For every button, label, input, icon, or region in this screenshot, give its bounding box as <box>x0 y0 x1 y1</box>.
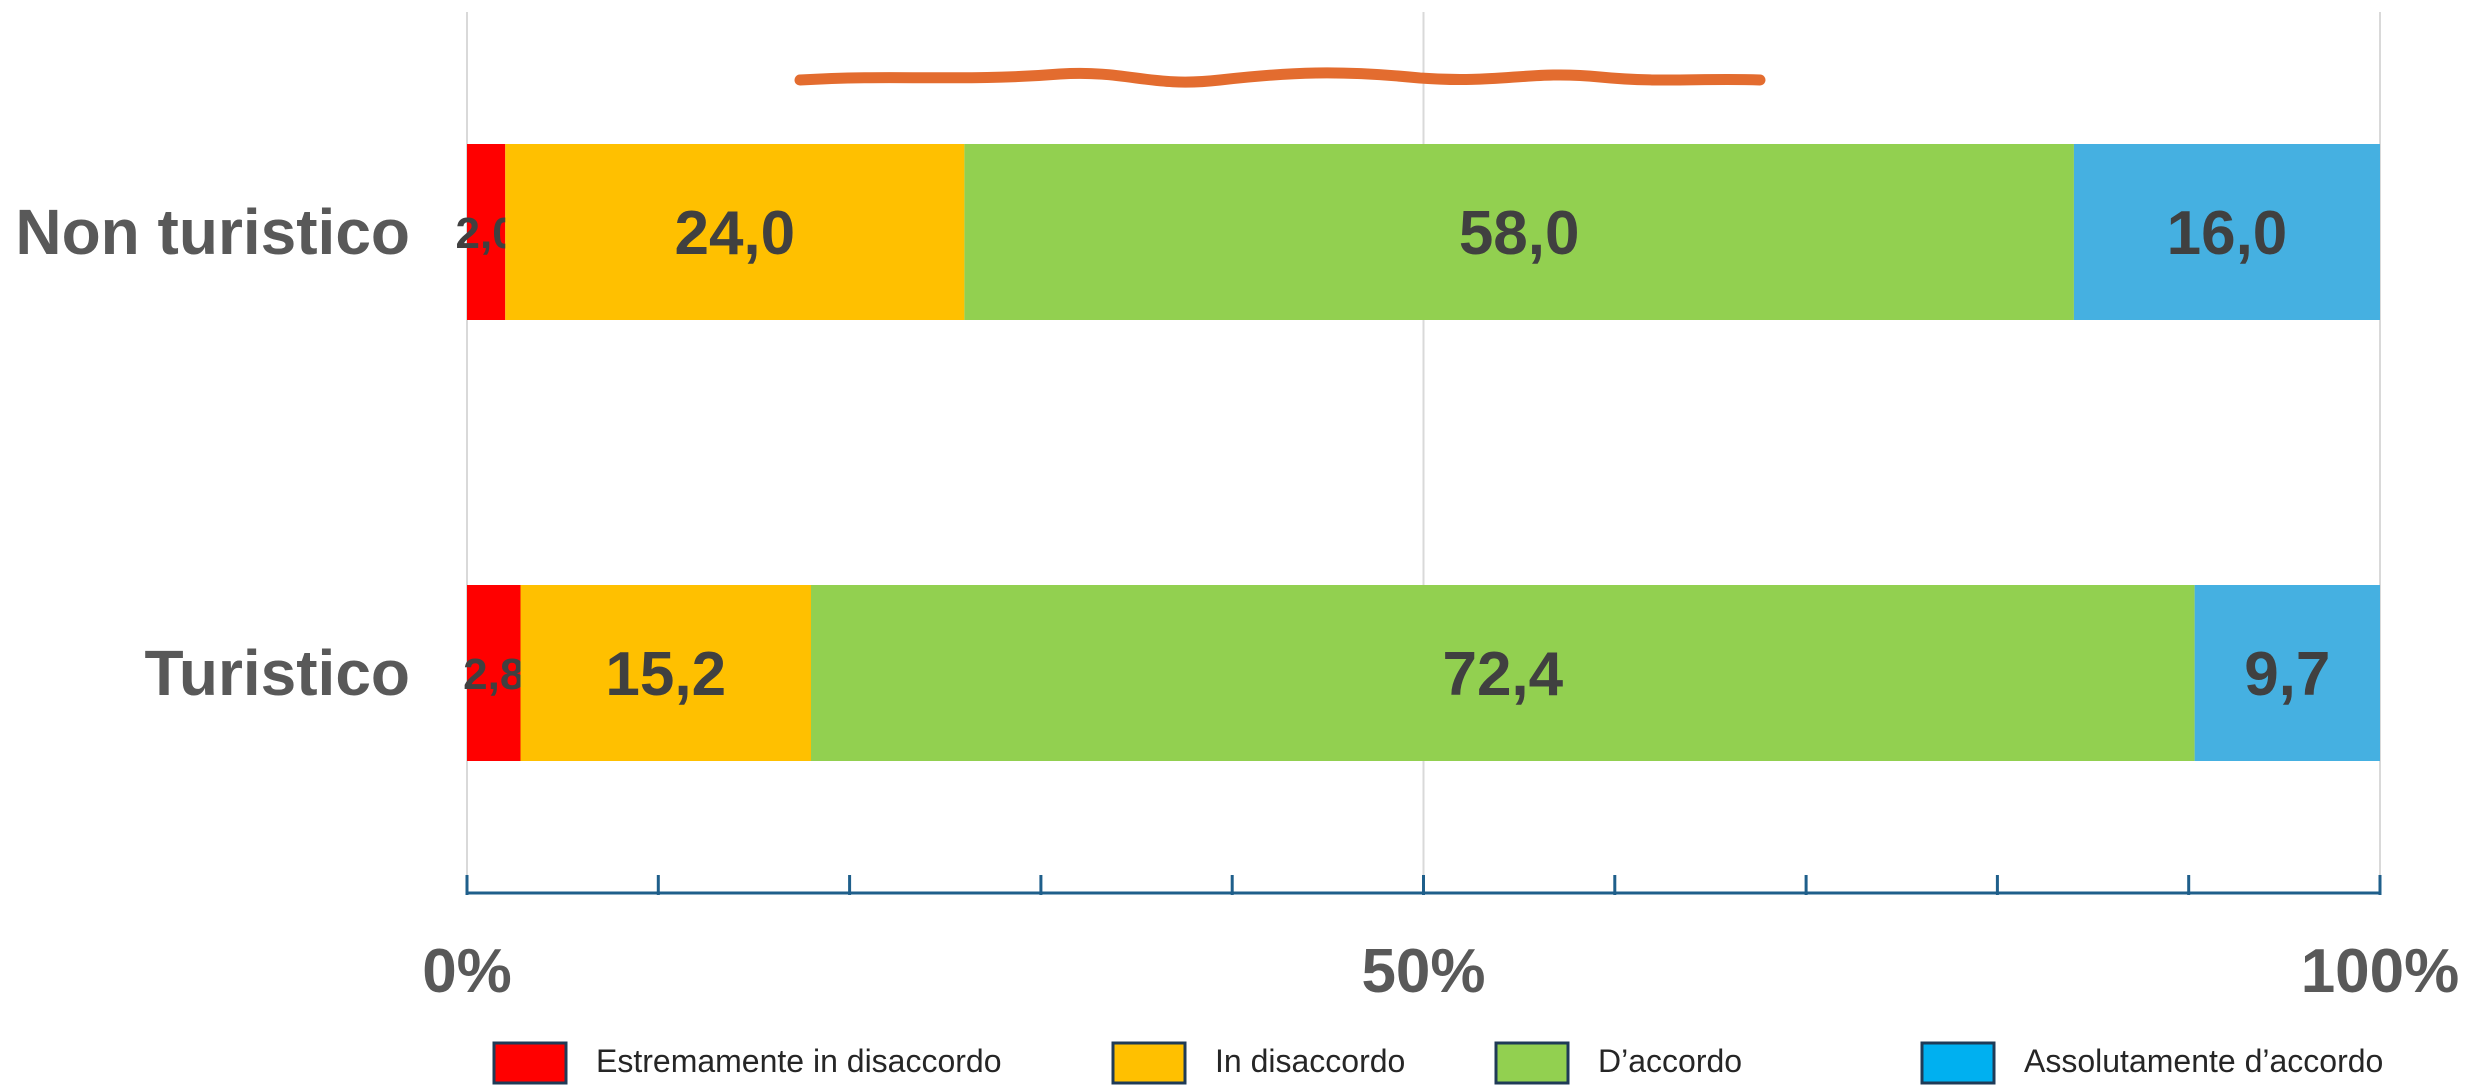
legend-label: Assolutamente d’accordo <box>2024 1043 2383 1079</box>
legend-swatch <box>492 1041 568 1085</box>
bar-segment <box>810 585 2195 761</box>
bar-segment <box>520 585 811 761</box>
category-label: Turistico <box>145 637 411 709</box>
data-label: 24,0 <box>674 199 795 268</box>
data-label: 72,4 <box>1442 640 1563 709</box>
legend-label: D’accordo <box>1598 1043 1742 1079</box>
data-label: 9,7 <box>2244 640 2330 709</box>
bar-segment <box>964 144 2074 320</box>
x-tick-label: 0% <box>422 937 512 1006</box>
data-label: 16,0 <box>2167 199 2288 268</box>
category-labels: Non turistico Turistico <box>15 196 410 709</box>
bar-segment <box>2194 585 2380 761</box>
category-label: Non turistico <box>15 196 410 268</box>
annotation-layer <box>794 67 1766 88</box>
legend: Estremamente in disaccordo In disaccordo D… <box>492 1041 2383 1085</box>
x-axis: 0% 50% 100% <box>422 875 2459 1006</box>
data-label: 2,8 <box>463 650 524 699</box>
legend-label: In disaccordo <box>1215 1043 1405 1079</box>
data-label: 58,0 <box>1459 199 1580 268</box>
x-tick-label: 100% <box>2301 937 2460 1006</box>
bar-segment <box>467 144 506 320</box>
bar-segment <box>2073 144 2380 320</box>
bar-segment <box>467 585 521 761</box>
bar-segment <box>505 144 965 320</box>
legend-swatch <box>1920 1041 1996 1085</box>
x-tick-label: 50% <box>1361 937 1485 1006</box>
data-label: 15,2 <box>605 640 726 709</box>
legend-label: Estremamente in disaccordo <box>596 1043 1002 1079</box>
legend-swatch <box>1494 1041 1570 1085</box>
bar-layer: 2,0 24,0 58,0 16,02,8 15,2 72,4 9,7 <box>456 144 2380 761</box>
legend-swatch <box>1111 1041 1187 1085</box>
hand-drawn-annotation-stroke <box>794 67 1766 88</box>
